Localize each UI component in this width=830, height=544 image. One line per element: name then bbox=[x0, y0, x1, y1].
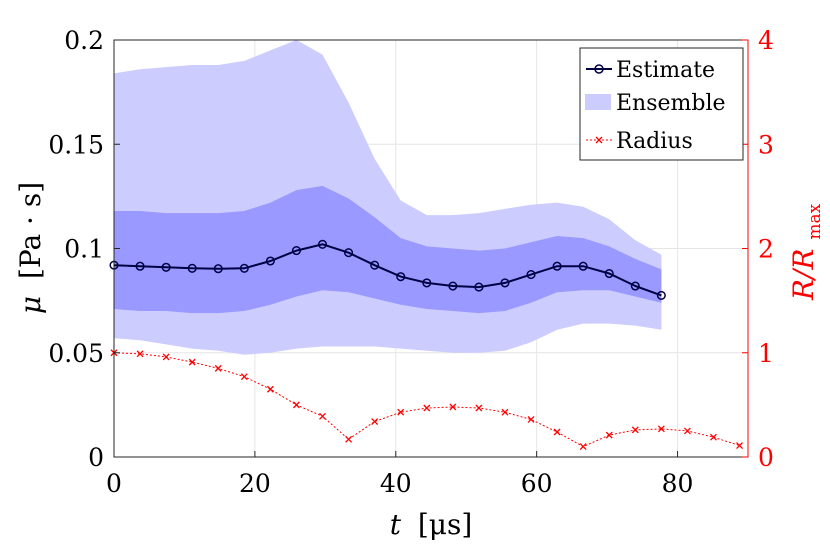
estimate-point bbox=[291, 246, 302, 256]
x-tick-label: 60 bbox=[521, 469, 553, 498]
estimate-point bbox=[604, 268, 614, 279]
y-right-axis-label: R/R max bbox=[787, 203, 825, 301]
y-right-tick-label: 1 bbox=[758, 339, 774, 368]
estimate-point bbox=[396, 272, 406, 282]
legend-radius-marker bbox=[595, 136, 603, 144]
radius-point bbox=[371, 418, 379, 426]
legend-radius-label: Radius bbox=[616, 129, 693, 154]
y-right-subscript: max bbox=[805, 203, 825, 239]
series-layer bbox=[109, 239, 744, 451]
estimate-point bbox=[422, 278, 432, 288]
estimate-point bbox=[317, 239, 328, 249]
y-left-tick-label: 0 bbox=[88, 443, 104, 472]
y-left-tick-label: 0.05 bbox=[48, 339, 104, 368]
y-left-tick-label: 0.2 bbox=[64, 26, 104, 55]
estimate-point bbox=[630, 281, 640, 291]
y-left-axis-label: μ [Pa · s] bbox=[14, 182, 47, 314]
estimate-point bbox=[344, 248, 354, 258]
estimate-line bbox=[113, 243, 662, 297]
estimate-point bbox=[187, 263, 197, 273]
radius-point bbox=[162, 353, 170, 361]
radius-point bbox=[527, 416, 535, 423]
y-right-tick-label: 4 bbox=[758, 26, 774, 55]
x-axis-label: t [μs] bbox=[390, 508, 473, 541]
estimate-point bbox=[265, 256, 275, 266]
y-right-tick-label: 0 bbox=[758, 443, 774, 472]
estimate-point bbox=[578, 261, 588, 271]
estimate-point bbox=[213, 264, 223, 274]
y-right-tick-label: 3 bbox=[758, 130, 774, 159]
y-left-tick-label: 0.1 bbox=[64, 235, 104, 264]
y-left-tick-label: 0.15 bbox=[48, 130, 104, 159]
radius-point bbox=[449, 403, 457, 411]
estimate-point bbox=[474, 282, 484, 292]
radius-point bbox=[553, 428, 561, 436]
estimate-point bbox=[552, 261, 562, 271]
radius-point bbox=[240, 373, 248, 381]
radius-point bbox=[683, 427, 691, 435]
radius-point bbox=[214, 364, 222, 372]
y-right-variable: R/R bbox=[787, 249, 820, 302]
radius-point bbox=[188, 358, 196, 366]
estimate-point bbox=[500, 278, 510, 288]
axis-layer: 0 20 40 60 80 0 0.05 0.1 0.15 0.2 0 1 2 3 4 bbox=[48, 26, 774, 498]
estimate-point bbox=[370, 260, 380, 270]
x-tick-label: 40 bbox=[380, 469, 412, 498]
y-left-unit: [Pa · s] bbox=[14, 182, 47, 279]
legend-estimate-marker bbox=[594, 64, 604, 74]
estimate-point bbox=[448, 281, 458, 291]
radius-point bbox=[657, 425, 665, 433]
estimate-point bbox=[135, 261, 145, 271]
radius-point bbox=[266, 385, 274, 393]
y-left-variable: μ bbox=[14, 296, 47, 314]
x-axis-variable: t bbox=[390, 508, 402, 541]
radius-point bbox=[736, 442, 744, 449]
x-tick-label: 0 bbox=[106, 469, 122, 498]
y-right-tick-label: 2 bbox=[758, 235, 774, 264]
x-axis-unit: [μs] bbox=[418, 508, 472, 541]
radius-point bbox=[579, 443, 587, 451]
estimate-point bbox=[161, 262, 171, 272]
estimate-point bbox=[239, 263, 249, 273]
estimate-point bbox=[526, 270, 536, 280]
radius-point bbox=[710, 433, 717, 441]
radius-point bbox=[292, 401, 300, 409]
x-tick-label: 80 bbox=[662, 469, 694, 498]
radius-point bbox=[605, 431, 613, 439]
radius-point bbox=[136, 350, 144, 358]
radius-point bbox=[631, 426, 639, 434]
legend-ensemble-swatch bbox=[585, 94, 611, 110]
legend-ensemble-label: Ensemble bbox=[616, 91, 726, 116]
radius-point bbox=[345, 435, 353, 443]
radius-point bbox=[319, 412, 326, 420]
radius-point bbox=[475, 404, 483, 412]
radius-point bbox=[397, 408, 405, 416]
legend: Estimate Ensemble Radius bbox=[579, 47, 744, 161]
ensemble-inner-band bbox=[114, 185, 662, 314]
estimate-point bbox=[656, 290, 666, 300]
x-tick-label: 20 bbox=[239, 469, 271, 498]
radius-point bbox=[501, 408, 509, 416]
radius-point bbox=[423, 404, 431, 412]
legend-estimate-label: Estimate bbox=[616, 58, 715, 83]
